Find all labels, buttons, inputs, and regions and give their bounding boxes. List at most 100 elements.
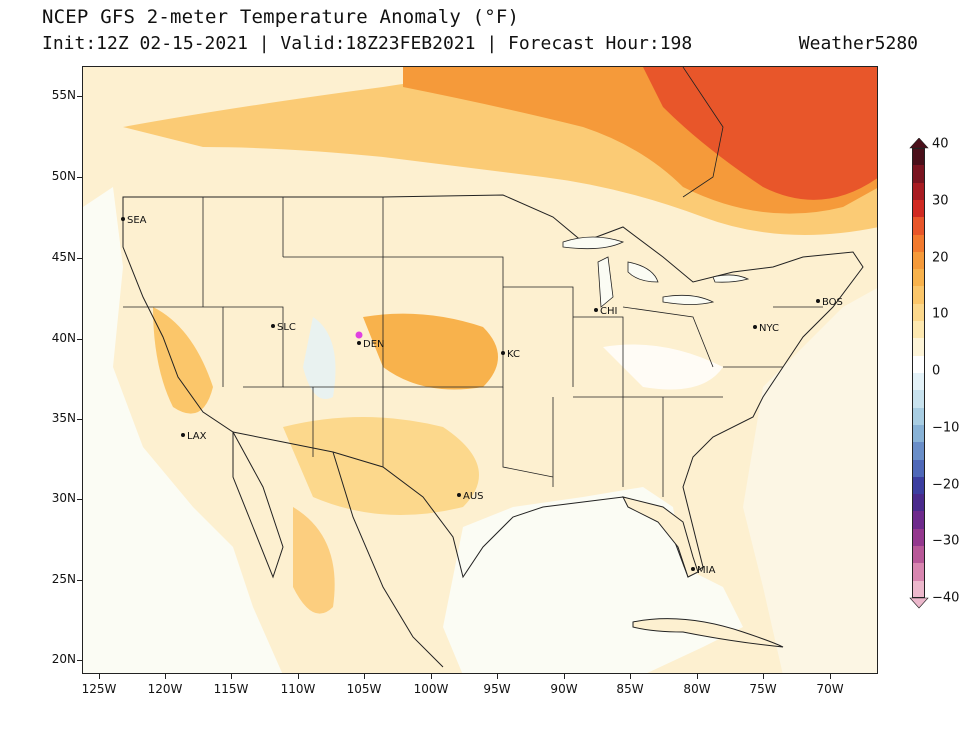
colorbar-segment [912,528,925,547]
colorbar-label: 30 [932,193,949,209]
lon-label: 105W [346,682,382,696]
lat-tick [77,660,82,661]
florida [622,496,699,578]
lat-tick [77,258,82,259]
city-markers: SEA SLC DEN KC CHI BOS NYC LAX AUS MIA [121,215,843,576]
colorbar-segment [912,546,925,564]
city-label-mia: MIA [697,565,716,576]
city-label-nyc: NYC [759,323,779,334]
conus-outline [122,194,864,579]
colorbar-label: 10 [932,306,949,322]
warm-region-plains [363,313,498,390]
lon-label: 115W [213,682,249,696]
lon-tick [165,674,166,679]
colorbar-label: −30 [932,533,960,549]
lat-label: 25N [51,572,76,586]
colorbar-segment [912,338,925,357]
colorbar-segment [912,424,925,443]
city-dot-den [357,341,361,345]
colorbar-segment [912,580,925,599]
colorbar-segment [912,390,925,409]
lon-tick [431,674,432,679]
colorbar-segment [912,373,925,391]
city-label-den: DEN [363,339,385,350]
lon-tick [298,674,299,679]
colorbar-segment [912,303,925,322]
lon-label: 110W [280,682,316,696]
city-label-chi: CHI [600,306,617,317]
colorbar-bottom-arrow [909,597,929,609]
lat-tick [77,580,82,581]
colorbar-segment [912,148,925,166]
anomaly-map: SEA SLC DEN KC CHI BOS NYC LAX AUS MIA [83,67,877,673]
colorbar-top-arrow [909,138,929,149]
mexico-coast [332,451,444,668]
lon-label: 100W [413,682,449,696]
colorbar-label: 40 [932,136,949,152]
lon-label: 120W [147,682,183,696]
colorbar-label: −40 [932,590,960,606]
lon-tick [830,674,831,679]
city-dot-lax [181,433,185,437]
city-label-slc: SLC [277,322,296,333]
city-dot-slc [271,324,275,328]
baja-outline [232,431,284,579]
lon-tick [364,674,365,679]
city-dot-nyc [753,325,757,329]
colorbar-segment [912,563,925,582]
city-dot-aus [457,493,461,497]
colorbar-segment [912,251,925,270]
lon-label: 90W [550,682,578,696]
lat-tick [77,177,82,178]
city-dot-bos [816,299,820,303]
great-lakes [562,236,750,308]
colorbar-segment [912,494,925,512]
colorbar-segment [912,511,925,530]
colorbar-outline [912,148,925,598]
city-label-aus: AUS [463,491,484,502]
lat-label: 20N [51,652,76,666]
lat-label: 35N [51,411,76,425]
city-label-lax: LAX [187,431,207,442]
pacific-ocean [83,187,283,673]
lat-label: 55N [51,88,76,102]
colorbar-segment [912,269,925,287]
city-label-sea: SEA [127,215,147,226]
lat-tick [77,499,82,500]
atlantic-ocean [743,288,877,673]
colorbar-segment [912,182,925,201]
colorbar-segment [912,476,925,495]
city-dot-mia [691,567,695,571]
lat-label: 45N [51,250,76,264]
lat-label: 40N [51,331,76,345]
state-borders [123,197,823,497]
colorbar-label: −20 [932,477,960,492]
colorbar-segment [912,355,925,374]
lon-tick [231,674,232,679]
colorbar-segment [912,442,925,461]
chart-title: NCEP GFS 2-meter Temperature Anomaly (°F… [42,6,520,28]
lon-label: 85W [616,682,644,696]
neutral-region-ohio-valley [603,344,723,390]
lat-tick [77,419,82,420]
lon-label: 95W [483,682,511,696]
hudson-bay-coast [682,67,724,198]
lon-tick [99,674,100,679]
city-dot-chi [594,308,598,312]
colorbar-segment [912,407,925,426]
cool-region-rockies [303,317,336,399]
cuba [632,618,784,648]
colorbar-arrows [909,138,929,609]
magenta-marker [355,331,363,339]
colorbar-segment [912,217,925,236]
map-panel: SEA SLC DEN KC CHI BOS NYC LAX AUS MIA [82,66,878,674]
lon-tick [630,674,631,679]
warm-region-california [153,307,213,414]
colorbar-label: 0 [932,363,941,379]
colorbar-segment [912,321,925,339]
warm-region-mexico [293,507,335,614]
lat-label: 50N [51,169,76,183]
lon-tick [497,674,498,679]
lon-label: 80W [683,682,711,696]
city-label-kc: KC [507,349,520,360]
